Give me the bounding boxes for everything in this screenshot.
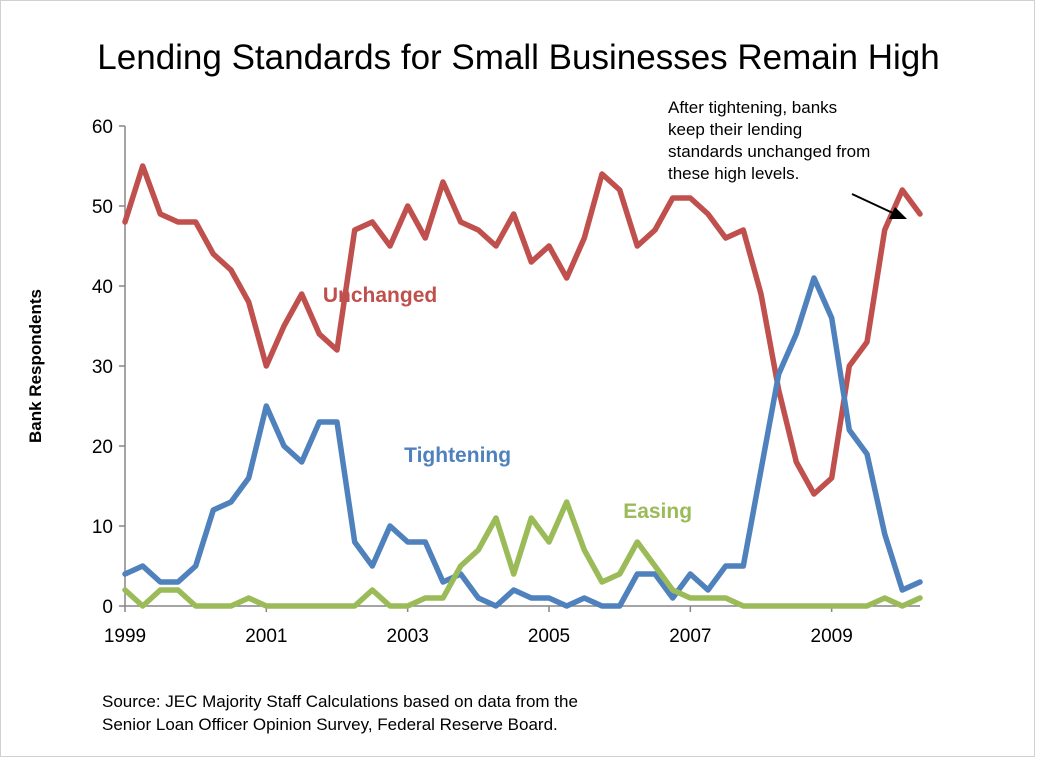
series-labels: Unchanged Tightening Easing	[323, 284, 692, 523]
annotation: After tightening, banks keep their lendin…	[668, 98, 907, 219]
source-line-1: Source: JEC Majority Staff Calculations …	[102, 692, 578, 711]
arrow-head	[889, 207, 907, 219]
series-label-easing: Easing	[623, 500, 692, 523]
series-label-tightening: Tightening	[404, 444, 511, 467]
x-tick-label: 2005	[528, 626, 570, 647]
x-tick-label: 2001	[245, 626, 287, 647]
chart-title: Lending Standards for Small Businesses R…	[97, 38, 940, 77]
y-axis-label: Bank Respondents	[26, 289, 45, 443]
annotation-text: After tightening, banks keep their lendin…	[668, 98, 870, 183]
x-tick-label: 2007	[669, 626, 711, 647]
series-line-tightening	[122, 275, 923, 609]
series-line-unchanged	[122, 163, 923, 497]
series-line-easing	[122, 499, 923, 609]
source-note: Source: JEC Majority Staff Calculations …	[102, 690, 578, 736]
y-tick-label: 30	[92, 357, 113, 378]
y-tick-label: 10	[92, 517, 113, 538]
annotation-line: keep their lending	[668, 120, 802, 139]
arrow-icon	[851, 193, 907, 219]
arrow-shaft	[851, 193, 896, 215]
annotation-line: After tightening, banks	[668, 98, 837, 117]
series-label-unchanged: Unchanged	[323, 284, 437, 307]
x-tick-label: 1999	[104, 626, 146, 647]
annotation-line: these high levels.	[668, 164, 799, 183]
y-tick-label: 60	[92, 117, 113, 138]
annotation-line: standards unchanged from	[668, 142, 870, 161]
y-tick-label: 0	[102, 597, 113, 618]
y-tick-label: 50	[92, 197, 113, 218]
axes: 0 10 20 30 40 50 60 1999 2001 2003 2005 2007 2009 Ban…	[26, 117, 920, 647]
series-lines	[122, 163, 923, 609]
x-tick-label: 2009	[811, 626, 853, 647]
x-tick-label: 2003	[387, 626, 429, 647]
y-tick-label: 40	[92, 277, 113, 298]
y-tick-label: 20	[92, 437, 113, 458]
source-line-2: Senior Loan Officer Opinion Survey, Fede…	[102, 715, 558, 734]
